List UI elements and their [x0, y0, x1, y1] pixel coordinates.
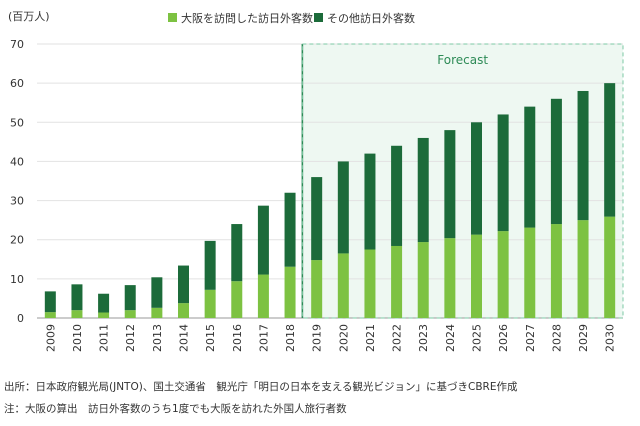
bar-other-visitors — [577, 90, 589, 221]
bar-other-visitors — [257, 205, 269, 275]
bar-osaka-visitors — [337, 253, 349, 318]
bar-osaka-visitors — [257, 274, 269, 318]
bar-other-visitors — [391, 145, 403, 246]
bar-other-visitors — [151, 277, 163, 308]
bar-other-visitors — [497, 114, 509, 232]
x-tick-label: 2029 — [577, 324, 590, 352]
y-tick-label: 30 — [10, 195, 24, 208]
y-tick-label: 20 — [10, 234, 24, 247]
y-unit-label: (百万人) — [8, 10, 50, 23]
bar-other-visitors — [524, 106, 536, 228]
calculation-note: 注：大阪の算出 訪日外客数のうち1度でも大阪を訪れた外国人旅行者数 — [4, 403, 347, 415]
y-tick-label: 70 — [10, 38, 24, 51]
x-tick-label: 2014 — [178, 324, 191, 352]
y-tick-label: 10 — [10, 273, 24, 286]
bar-osaka-visitors — [497, 231, 509, 318]
legend-swatch — [314, 13, 323, 22]
bar-other-visitors — [71, 284, 83, 311]
x-tick-label: 2013 — [151, 324, 164, 352]
x-tick-label: 2025 — [471, 324, 484, 352]
bar-other-visitors — [231, 224, 243, 282]
x-tick-label: 2020 — [337, 324, 350, 352]
legend-label: その他訪日外客数 — [327, 11, 415, 25]
x-tick-label: 2019 — [311, 324, 324, 352]
bar-osaka-visitors — [524, 227, 536, 318]
forecast-border — [301, 43, 624, 319]
bar-osaka-visitors — [44, 312, 56, 318]
bar-osaka-visitors — [577, 220, 589, 318]
bar-other-visitors — [124, 285, 136, 311]
bar-other-visitors — [98, 293, 110, 313]
bar-osaka-visitors — [204, 289, 216, 318]
x-tick-label: 2028 — [550, 324, 563, 352]
bar-osaka-visitors — [604, 216, 616, 318]
x-tick-label: 2011 — [98, 324, 111, 352]
x-tick-label: 2026 — [497, 324, 510, 352]
bar-osaka-visitors — [284, 266, 296, 318]
y-tick-label: 0 — [17, 312, 24, 325]
bar-osaka-visitors — [151, 307, 163, 318]
bar-other-visitors — [471, 122, 482, 235]
x-tick-label: 2012 — [124, 324, 137, 352]
bar-osaka-visitors — [364, 249, 376, 318]
x-tick-label: 2009 — [44, 324, 57, 352]
forecast-region — [302, 44, 623, 318]
bar-other-visitors — [444, 130, 456, 239]
bar-osaka-visitors — [444, 238, 456, 318]
bar-other-visitors — [417, 137, 429, 243]
bar-other-visitors — [311, 177, 323, 261]
forecast-label: Forecast — [437, 53, 488, 67]
bar-osaka-visitors — [391, 245, 403, 318]
bar-other-visitors — [178, 265, 189, 304]
bar-osaka-visitors — [471, 234, 482, 318]
bar-osaka-visitors — [178, 303, 189, 318]
bar-other-visitors — [44, 291, 56, 313]
bar-other-visitors — [337, 161, 349, 254]
bar-osaka-visitors — [550, 224, 562, 318]
bar-other-visitors — [364, 153, 376, 250]
x-tick-label: 2024 — [444, 324, 457, 352]
legend-swatch — [168, 13, 177, 22]
bar-other-visitors — [604, 83, 616, 217]
y-tick-label: 50 — [10, 116, 24, 129]
y-tick-label: 40 — [10, 155, 24, 168]
legend-label: 大阪を訪問した訪日外客数 — [181, 11, 313, 25]
bar-other-visitors — [550, 98, 562, 225]
x-tick-label: 2022 — [391, 324, 404, 352]
bar-osaka-visitors — [98, 312, 110, 318]
y-tick-label: 60 — [10, 77, 24, 90]
source-note: 出所：日本政府観光局(JNTO)、国土交通省 観光庁「明日の日本を支える観光ビジ… — [4, 381, 518, 393]
bar-other-visitors — [284, 192, 296, 267]
bar-osaka-visitors — [124, 310, 136, 318]
x-tick-label: 2010 — [71, 324, 84, 352]
x-tick-label: 2023 — [417, 324, 430, 352]
x-tick-label: 2021 — [364, 324, 377, 352]
bar-osaka-visitors — [417, 242, 429, 318]
x-tick-label: 2018 — [284, 324, 297, 352]
x-tick-label: 2015 — [204, 324, 217, 352]
bar-other-visitors — [204, 240, 216, 290]
x-tick-label: 2017 — [257, 324, 270, 352]
x-tick-label: 2016 — [231, 324, 244, 352]
x-tick-label: 2027 — [524, 324, 537, 352]
bar-osaka-visitors — [231, 281, 243, 318]
bar-osaka-visitors — [311, 260, 323, 318]
bar-osaka-visitors — [71, 310, 83, 318]
x-tick-label: 2030 — [604, 324, 617, 352]
